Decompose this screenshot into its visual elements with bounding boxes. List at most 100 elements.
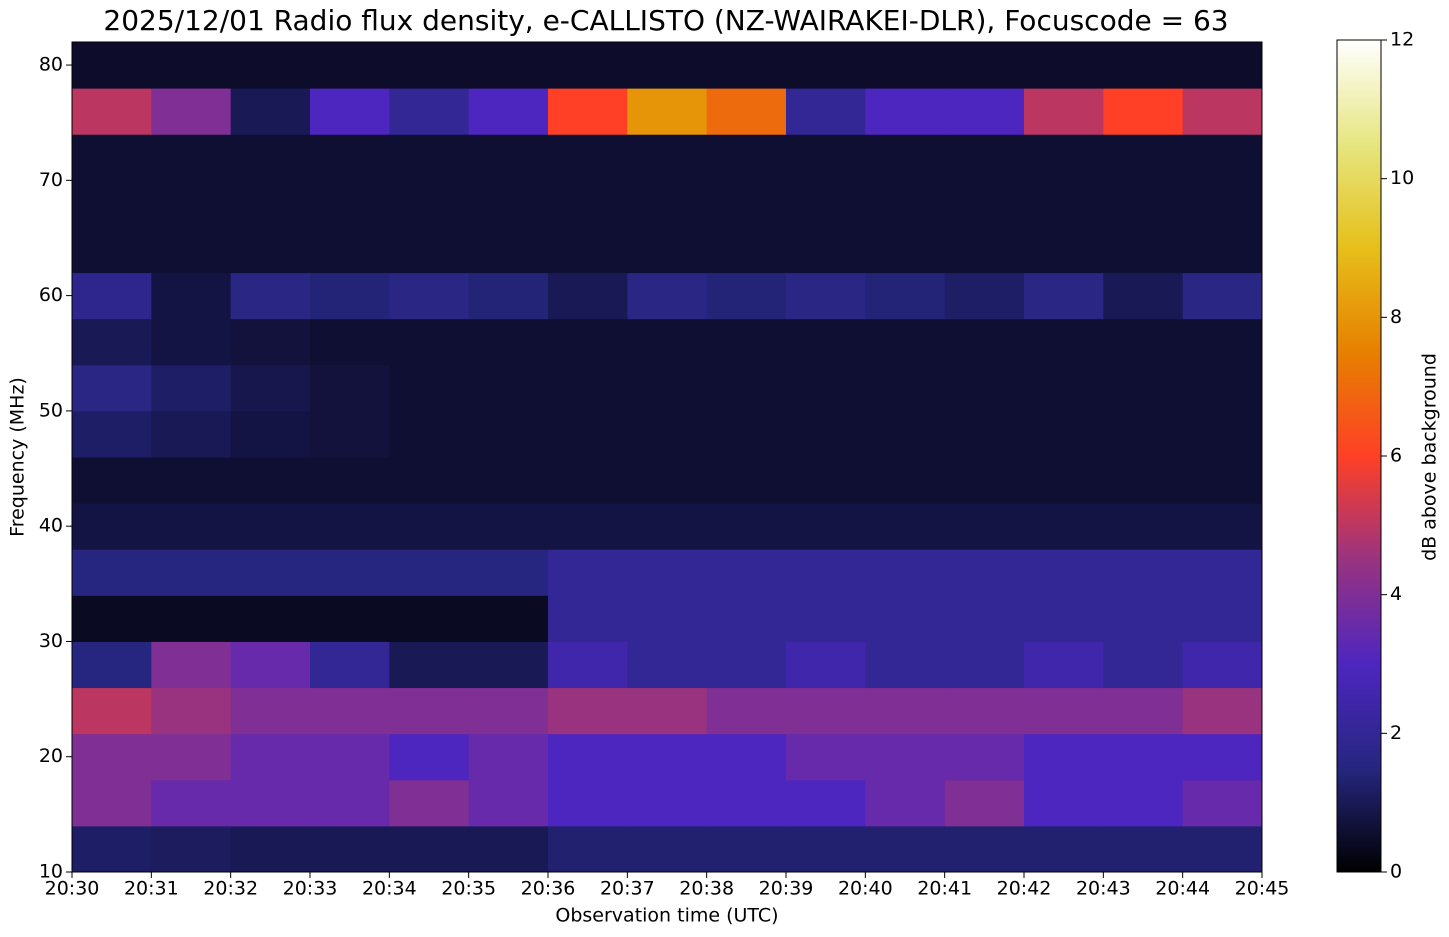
heatmap-cell bbox=[627, 779, 708, 827]
heatmap-cell bbox=[627, 364, 708, 412]
heatmap-cell bbox=[230, 318, 311, 366]
heatmap-cell bbox=[468, 641, 549, 689]
heatmap-cell bbox=[548, 226, 628, 274]
heatmap-cell bbox=[706, 503, 787, 550]
heatmap-cell bbox=[1182, 687, 1263, 735]
heatmap-cell bbox=[786, 457, 866, 504]
heatmap-cell bbox=[389, 42, 470, 89]
heatmap-cell bbox=[786, 134, 866, 181]
heatmap-cell bbox=[230, 42, 311, 89]
heatmap-cell bbox=[468, 226, 549, 274]
heatmap-cell bbox=[548, 733, 628, 781]
heatmap-cell bbox=[786, 503, 866, 550]
heatmap-cell bbox=[151, 42, 232, 89]
heatmap-cell bbox=[627, 272, 708, 320]
heatmap-cell bbox=[865, 364, 946, 412]
heatmap-cell bbox=[865, 42, 946, 89]
heatmap-cell bbox=[468, 88, 549, 135]
heatmap-cell bbox=[786, 410, 866, 458]
heatmap-cell bbox=[706, 88, 787, 135]
heatmap-cell bbox=[389, 318, 470, 366]
heatmap-cell bbox=[1182, 503, 1263, 550]
heatmap-cell bbox=[1024, 88, 1104, 135]
heatmap-cell bbox=[944, 641, 1025, 689]
heatmap-cell bbox=[310, 595, 390, 642]
heatmap-cell bbox=[310, 42, 390, 89]
heatmap-cell bbox=[151, 318, 232, 366]
x-tick-label: 20:35 bbox=[441, 878, 496, 900]
heatmap-cell bbox=[944, 549, 1025, 596]
heatmap-cell bbox=[230, 134, 311, 181]
heatmap-cell bbox=[1182, 180, 1263, 227]
heatmap-cell bbox=[230, 825, 311, 873]
x-tick-label: 20:45 bbox=[1235, 878, 1290, 900]
heatmap-cell bbox=[1182, 825, 1263, 873]
heatmap-cell bbox=[310, 88, 390, 135]
heatmap-cell bbox=[310, 364, 390, 412]
heatmap-cell bbox=[1024, 134, 1104, 181]
y-tick-label: 40 bbox=[39, 515, 63, 537]
heatmap-cell bbox=[468, 318, 549, 366]
heatmap-cell bbox=[310, 180, 390, 227]
heatmap-cell bbox=[310, 779, 390, 827]
heatmap-cell bbox=[389, 733, 470, 781]
heatmap-cell bbox=[468, 595, 549, 642]
heatmap-cell bbox=[151, 549, 232, 596]
heatmap-cell bbox=[389, 180, 470, 227]
heatmap-cell bbox=[151, 226, 232, 274]
heatmap-cell bbox=[706, 272, 787, 320]
heatmap-cell bbox=[627, 88, 708, 135]
heatmap-cell bbox=[944, 364, 1025, 412]
heatmap-cell bbox=[1103, 272, 1184, 320]
heatmap-cell bbox=[310, 503, 390, 550]
heatmap-cell bbox=[310, 272, 390, 320]
heatmap-cell bbox=[230, 88, 311, 135]
plot-frame bbox=[71, 41, 1263, 873]
heatmap-cell bbox=[706, 687, 787, 735]
heatmap-cell bbox=[865, 226, 946, 274]
heatmap-cell bbox=[151, 779, 232, 827]
heatmap-cell bbox=[1103, 733, 1184, 781]
heatmap-cell bbox=[310, 318, 390, 366]
heatmap-cell bbox=[786, 549, 866, 596]
heatmap-cell bbox=[706, 226, 787, 274]
heatmap-cell bbox=[1182, 88, 1263, 135]
x-tick-label: 20:42 bbox=[997, 878, 1052, 900]
heatmap-cell bbox=[230, 410, 311, 458]
heatmap-cell bbox=[944, 88, 1025, 135]
heatmap-cell bbox=[151, 641, 232, 689]
colorbar-tick-label: 10 bbox=[1390, 167, 1414, 189]
heatmap-cell bbox=[230, 779, 311, 827]
heatmap-cell bbox=[1182, 733, 1263, 781]
heatmap-cell bbox=[1182, 779, 1263, 827]
heatmap-cell bbox=[1182, 272, 1263, 320]
heatmap-cell bbox=[944, 503, 1025, 550]
heatmap-cell bbox=[230, 549, 311, 596]
heatmap-cell bbox=[786, 318, 866, 366]
heatmap-cell bbox=[1182, 226, 1263, 274]
heatmap-cell bbox=[389, 364, 470, 412]
heatmap-cell bbox=[389, 503, 470, 550]
heatmap-cell bbox=[230, 641, 311, 689]
heatmap-cell bbox=[1024, 364, 1104, 412]
heatmap-cell bbox=[310, 641, 390, 689]
heatmap-cell bbox=[389, 457, 470, 504]
x-tick-label: 20:30 bbox=[45, 878, 100, 900]
heatmap-cell bbox=[310, 687, 390, 735]
heatmap-cell bbox=[468, 687, 549, 735]
heatmap-cell bbox=[706, 318, 787, 366]
heatmap-cell bbox=[627, 134, 708, 181]
heatmap-cell bbox=[310, 825, 390, 873]
heatmap-cell bbox=[72, 134, 152, 181]
heatmap-cell bbox=[1182, 364, 1263, 412]
heatmap-cell bbox=[1182, 641, 1263, 689]
chart-title: 2025/12/01 Radio flux density, e-CALLIST… bbox=[103, 4, 1228, 37]
heatmap-cell bbox=[548, 364, 628, 412]
heatmap-cell bbox=[706, 180, 787, 227]
heatmap-cell bbox=[72, 595, 152, 642]
heatmap-cell bbox=[230, 180, 311, 227]
heatmap-cell bbox=[72, 410, 152, 458]
heatmap-cell bbox=[72, 825, 152, 873]
heatmap-cell bbox=[548, 641, 628, 689]
y-tick-label: 30 bbox=[39, 630, 63, 652]
